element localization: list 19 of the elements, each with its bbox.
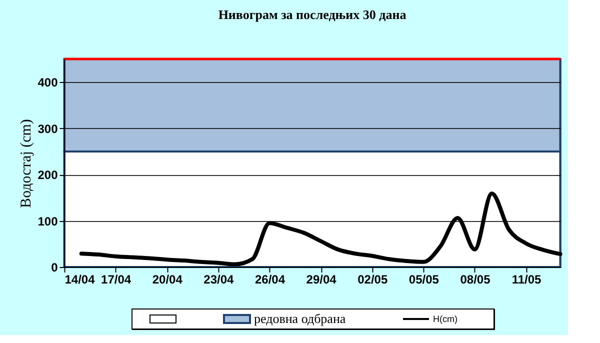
y-tick-label: 200: [38, 168, 58, 182]
x-tick-label: 29/04: [306, 272, 337, 286]
x-tick-label: 20/04: [152, 272, 183, 286]
x-tick-label: 23/04: [204, 272, 234, 286]
x-tick-label: 11/05: [512, 272, 542, 286]
x-tick-label: 05/05: [408, 272, 440, 286]
legend-label: H(cm): [433, 314, 458, 324]
chart-title: Нивограм за последњих 30 дана: [218, 6, 407, 22]
y-tick-label: 0: [51, 260, 58, 274]
y-tick-label: 400: [38, 76, 58, 90]
x-tick-label: 02/05: [358, 272, 388, 286]
x-tick-label: 26/04: [254, 272, 286, 286]
y-tick-label: 300: [38, 122, 58, 136]
x-tick-label: 17/04: [101, 272, 132, 286]
y-tick-label: 100: [38, 214, 58, 228]
x-tick-label: 08/05: [460, 272, 491, 286]
y-axis-title: Водостај (cm): [18, 119, 35, 208]
x-tick-label: 14/04: [64, 272, 96, 286]
legend-label: редовна одбрана: [254, 311, 346, 326]
